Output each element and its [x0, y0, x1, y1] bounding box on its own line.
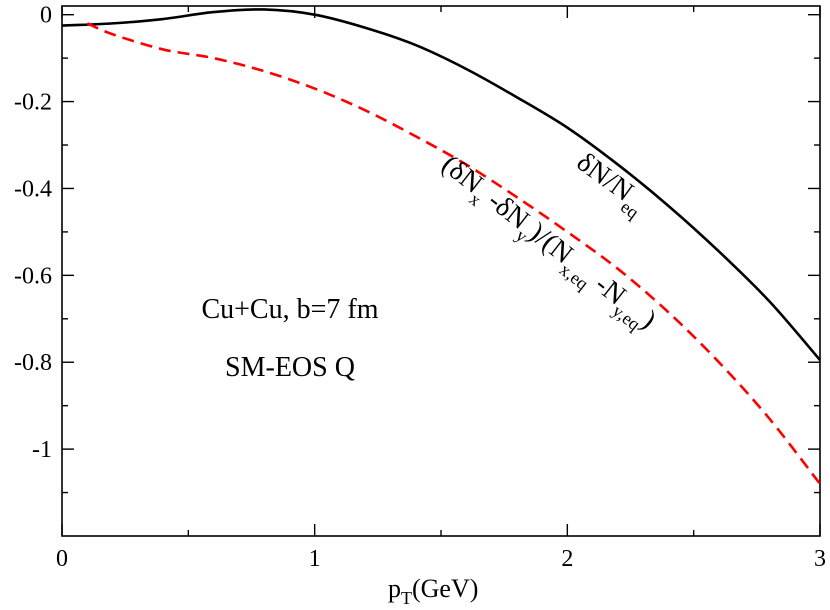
series-layer — [61, 8, 822, 485]
x-tick-label: 1 — [309, 546, 321, 572]
ticks: 0 1 2 3 0 -0.2 -0.4 -0.6 -0.8 -1 — [14, 3, 826, 572]
y-tick-label: -0.2 — [14, 90, 52, 116]
y-tick-label: 0 — [40, 3, 52, 29]
y-tick-label: -0.8 — [14, 350, 52, 376]
annotation-eos: SM-EOS Q — [225, 352, 355, 383]
x-tick-label: 3 — [814, 546, 826, 572]
x-axis-label: pT(GeV) — [388, 574, 478, 608]
series-line-0 — [61, 8, 821, 361]
y-tick-label: -0.6 — [14, 263, 52, 289]
annotation-system: Cu+Cu, b=7 fm — [201, 294, 378, 325]
series-line-1 — [86, 22, 822, 485]
x-tick-label: 2 — [561, 546, 573, 572]
y-tick-label: -0.4 — [14, 176, 52, 202]
x-tick-label: 0 — [56, 546, 68, 572]
y-tick-label: -1 — [32, 437, 52, 463]
plot-frame — [61, 5, 821, 537]
